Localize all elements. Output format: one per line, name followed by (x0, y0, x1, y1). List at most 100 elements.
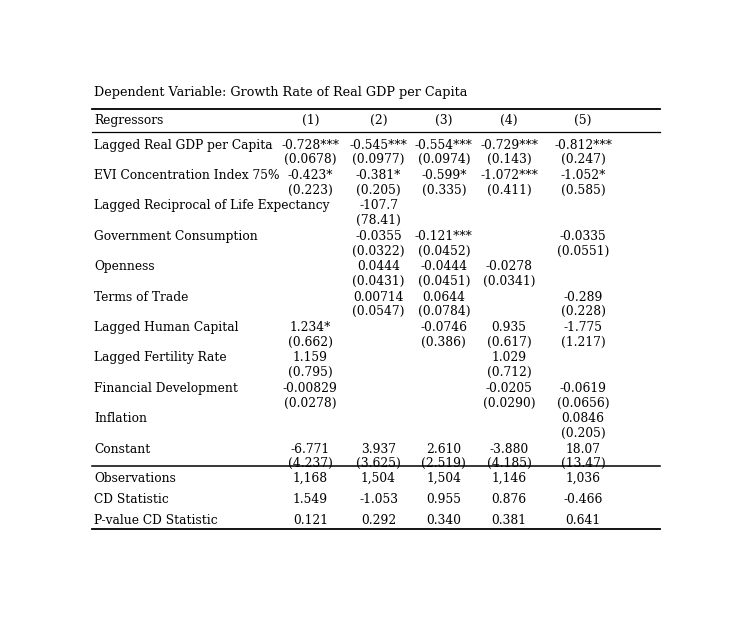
Text: (0.223): (0.223) (288, 184, 333, 197)
Text: -0.554***: -0.554*** (415, 139, 473, 152)
Text: 1.029: 1.029 (492, 352, 527, 365)
Text: 0.340: 0.340 (427, 514, 461, 527)
Text: (2): (2) (369, 114, 387, 128)
Text: (78.41): (78.41) (356, 214, 401, 227)
Text: Regressors: Regressors (95, 114, 164, 128)
Text: -1.775: -1.775 (564, 321, 603, 334)
Text: -0.381*: -0.381* (356, 169, 401, 182)
Text: (0.386): (0.386) (421, 336, 466, 349)
Text: EVI Concentration Index 75%: EVI Concentration Index 75% (95, 169, 280, 182)
Text: (0.247): (0.247) (561, 154, 605, 167)
Text: -0.0355: -0.0355 (355, 230, 402, 243)
Text: (1.217): (1.217) (561, 336, 605, 349)
Text: (0.0784): (0.0784) (418, 305, 470, 318)
Text: 18.07: 18.07 (566, 443, 600, 456)
Text: (3): (3) (435, 114, 452, 128)
Text: Terms of Trade: Terms of Trade (95, 291, 189, 304)
Text: 1,504: 1,504 (361, 472, 396, 485)
Text: -0.00829: -0.00829 (283, 382, 338, 395)
Text: -0.0746: -0.0746 (420, 321, 468, 334)
Text: (0.0977): (0.0977) (353, 154, 405, 167)
Text: (3.625): (3.625) (356, 457, 401, 470)
Text: (0.228): (0.228) (561, 305, 605, 318)
Text: 1,036: 1,036 (566, 472, 600, 485)
Text: (0.0974): (0.0974) (418, 154, 470, 167)
Text: Lagged Human Capital: Lagged Human Capital (95, 321, 239, 334)
Text: -1.053: -1.053 (359, 493, 398, 506)
Text: (0.585): (0.585) (561, 184, 605, 197)
Text: (0.0452): (0.0452) (418, 244, 470, 257)
Text: Lagged Fertility Rate: Lagged Fertility Rate (95, 352, 227, 365)
Text: 1,146: 1,146 (492, 472, 527, 485)
Text: -0.0278: -0.0278 (486, 260, 533, 273)
Text: -0.289: -0.289 (564, 291, 603, 304)
Text: (0.712): (0.712) (487, 366, 531, 379)
Text: (0.795): (0.795) (288, 366, 333, 379)
Text: Dependent Variable: Growth Rate of Real GDP per Capita: Dependent Variable: Growth Rate of Real … (95, 86, 468, 99)
Text: (5): (5) (574, 114, 592, 128)
Text: 0.641: 0.641 (565, 514, 600, 527)
Text: -0.599*: -0.599* (421, 169, 467, 182)
Text: (0.0322): (0.0322) (352, 244, 405, 257)
Text: Openness: Openness (95, 260, 155, 273)
Text: Lagged Reciprocal of Life Expectancy: Lagged Reciprocal of Life Expectancy (95, 199, 330, 212)
Text: (0.205): (0.205) (356, 184, 401, 197)
Text: -6.771: -6.771 (291, 443, 330, 456)
Text: -3.880: -3.880 (490, 443, 528, 456)
Text: Observations: Observations (95, 472, 177, 485)
Text: (0.0547): (0.0547) (353, 305, 405, 318)
Text: 0.0644: 0.0644 (422, 291, 465, 304)
Text: 1.159: 1.159 (293, 352, 328, 365)
Text: (0.0656): (0.0656) (556, 397, 609, 410)
Text: -0.812***: -0.812*** (554, 139, 612, 152)
Text: -0.729***: -0.729*** (480, 139, 538, 152)
Text: 0.876: 0.876 (492, 493, 527, 506)
Text: -0.121***: -0.121*** (415, 230, 473, 243)
Text: (0.205): (0.205) (561, 427, 605, 440)
Text: Inflation: Inflation (95, 412, 147, 425)
Text: 0.935: 0.935 (492, 321, 526, 334)
Text: -1.072***: -1.072*** (480, 169, 538, 182)
Text: -0.728***: -0.728*** (281, 139, 339, 152)
Text: 0.381: 0.381 (492, 514, 526, 527)
Text: -0.0335: -0.0335 (559, 230, 606, 243)
Text: (0.335): (0.335) (421, 184, 466, 197)
Text: (0.617): (0.617) (487, 336, 531, 349)
Text: 1,168: 1,168 (292, 472, 328, 485)
Text: (0.0451): (0.0451) (418, 275, 470, 288)
Text: (0.0290): (0.0290) (483, 397, 536, 410)
Text: 0.0846: 0.0846 (561, 412, 605, 425)
Text: Constant: Constant (95, 443, 151, 456)
Text: -0.545***: -0.545*** (350, 139, 408, 152)
Text: 0.121: 0.121 (293, 514, 328, 527)
Text: 1.549: 1.549 (292, 493, 328, 506)
Text: (13.47): (13.47) (561, 457, 605, 470)
Text: (0.411): (0.411) (487, 184, 531, 197)
Text: 0.292: 0.292 (361, 514, 396, 527)
Text: (0.0341): (0.0341) (483, 275, 535, 288)
Text: 0.0444: 0.0444 (357, 260, 400, 273)
Text: P-value CD Statistic: P-value CD Statistic (95, 514, 218, 527)
Text: Financial Development: Financial Development (95, 382, 238, 395)
Text: Lagged Real GDP per Capita: Lagged Real GDP per Capita (95, 139, 273, 152)
Text: CD Statistic: CD Statistic (95, 493, 169, 506)
Text: (0.0431): (0.0431) (353, 275, 405, 288)
Text: (0.0678): (0.0678) (284, 154, 336, 167)
Text: (4.237): (4.237) (288, 457, 333, 470)
Text: -0.466: -0.466 (564, 493, 603, 506)
Text: 1,504: 1,504 (427, 472, 461, 485)
Text: 1.234*: 1.234* (290, 321, 331, 334)
Text: (2.519): (2.519) (421, 457, 466, 470)
Text: (0.0278): (0.0278) (284, 397, 336, 410)
Text: -0.0444: -0.0444 (420, 260, 468, 273)
Text: (0.0551): (0.0551) (557, 244, 609, 257)
Text: 0.00714: 0.00714 (353, 291, 404, 304)
Text: -0.0205: -0.0205 (486, 382, 533, 395)
Text: -1.052*: -1.052* (560, 169, 605, 182)
Text: Government Consumption: Government Consumption (95, 230, 258, 243)
Text: -107.7: -107.7 (359, 199, 398, 212)
Text: (4): (4) (501, 114, 518, 128)
Text: (0.143): (0.143) (487, 154, 531, 167)
Text: (4.185): (4.185) (487, 457, 531, 470)
Text: (0.662): (0.662) (288, 336, 333, 349)
